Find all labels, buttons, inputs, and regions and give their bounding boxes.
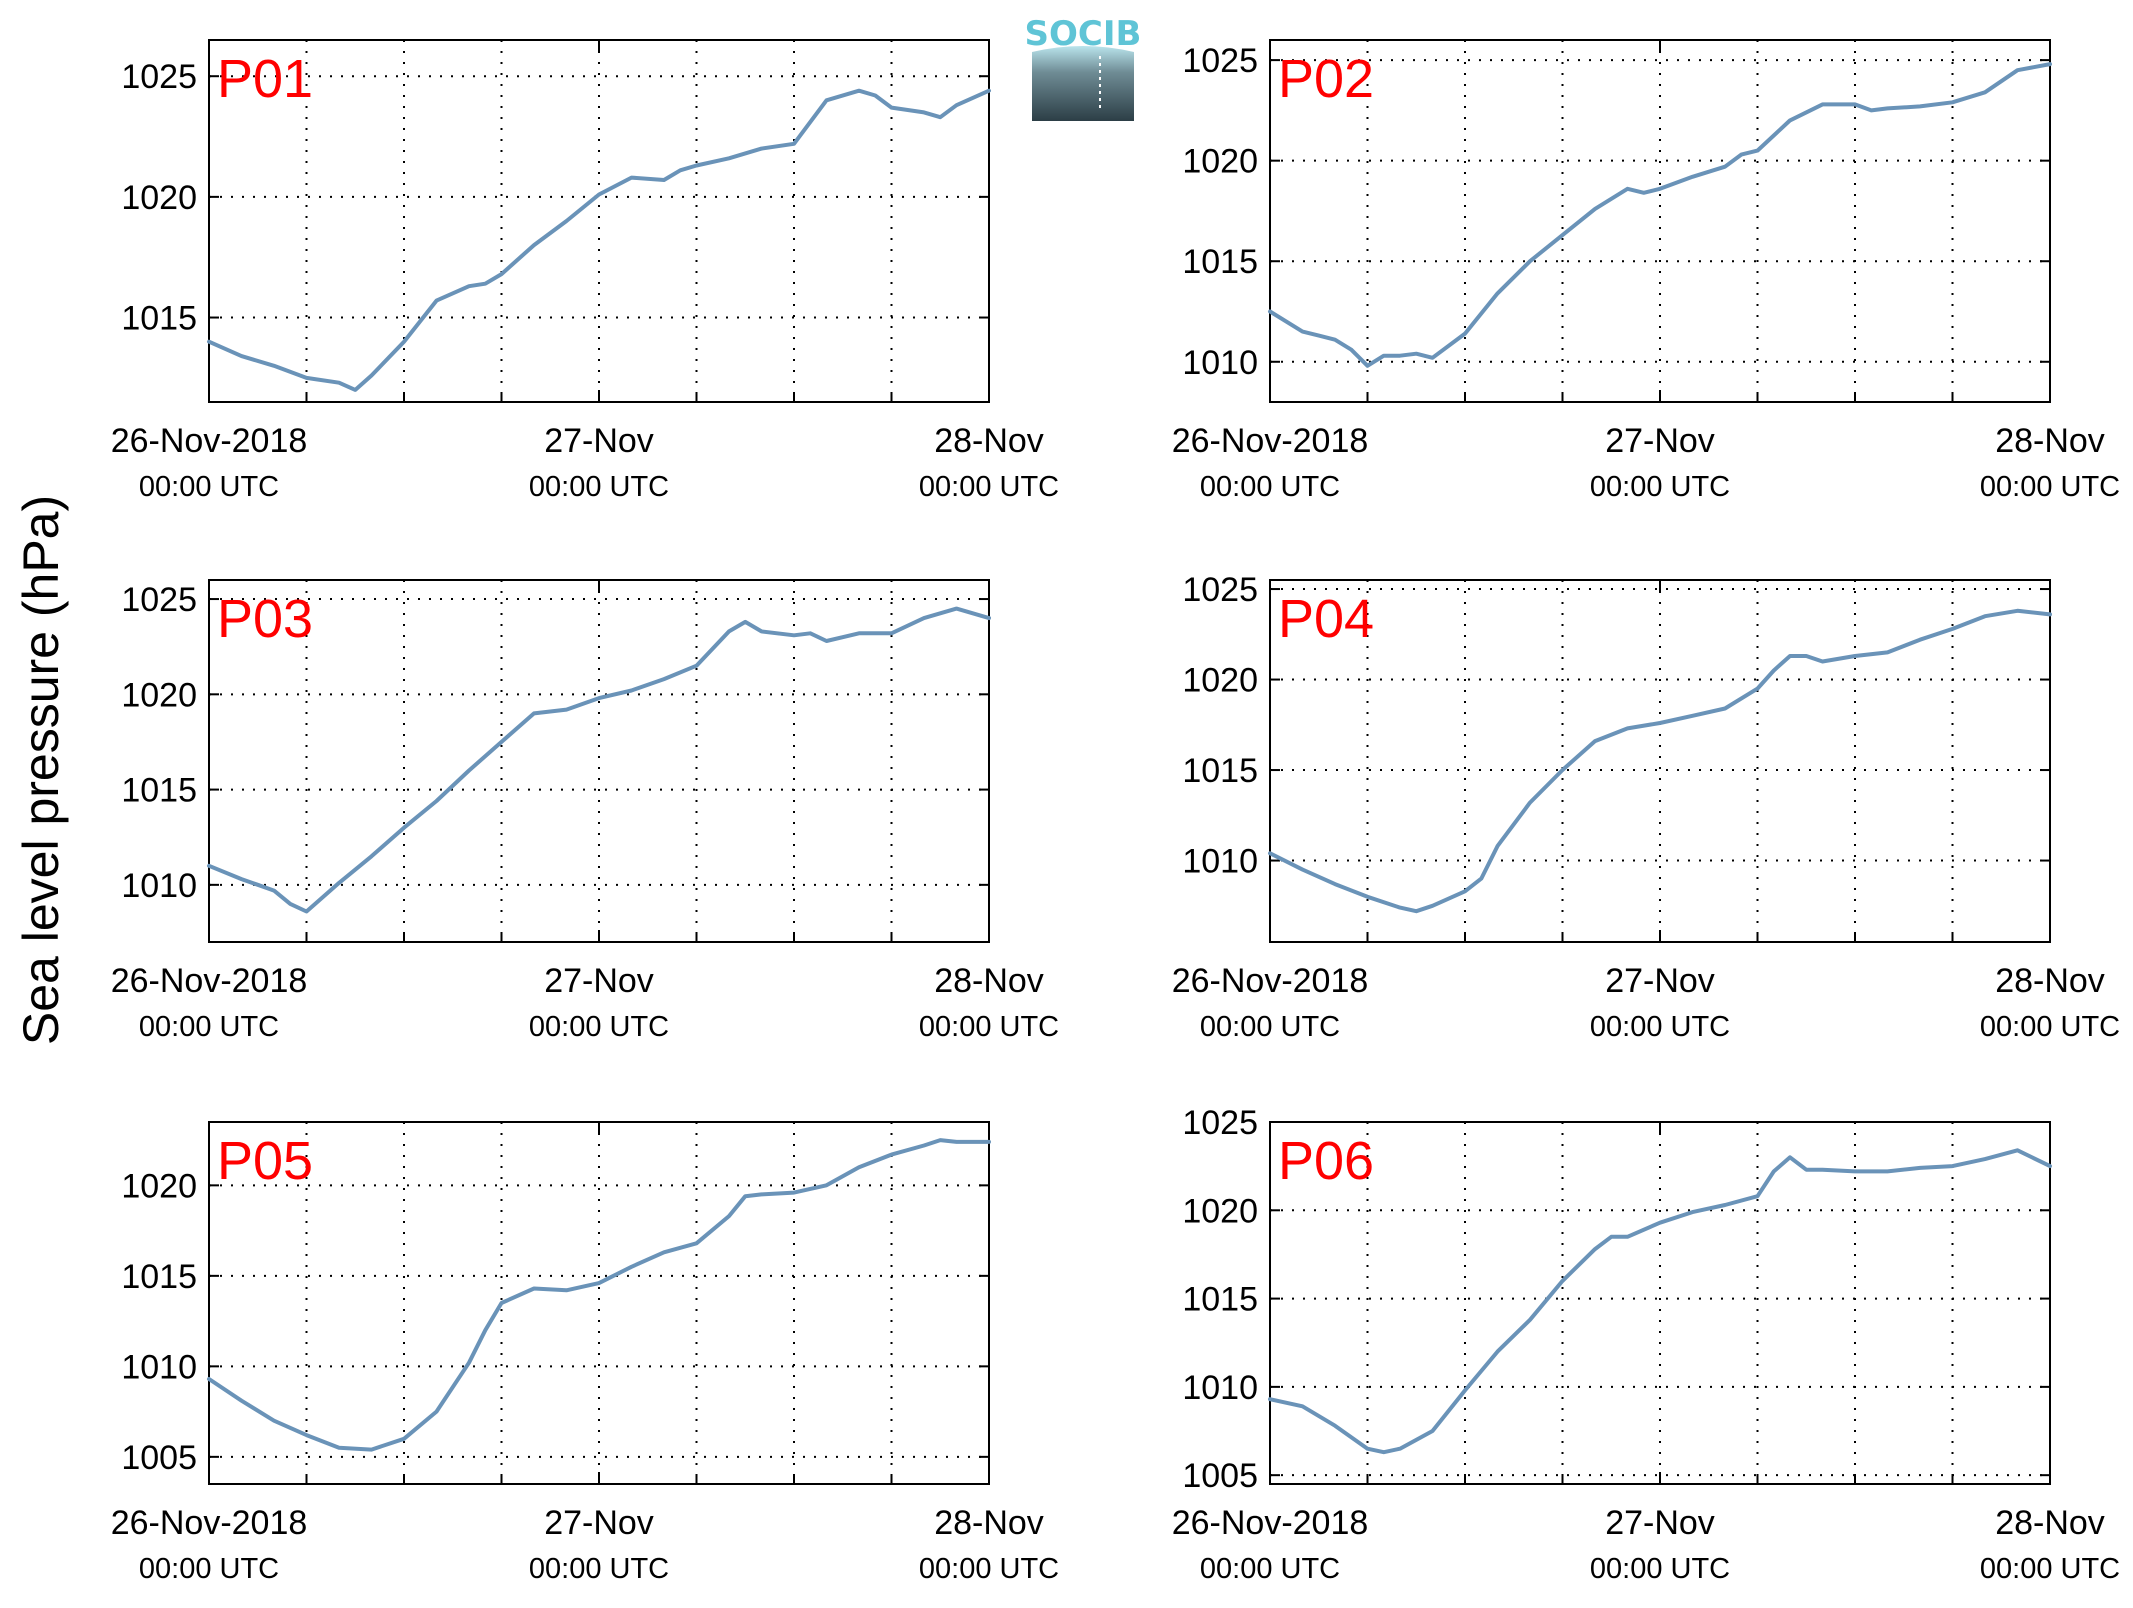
- x-tick-label: 28-Nov: [1995, 1504, 2105, 1542]
- x-tick-sublabel: 00:00 UTC: [529, 1553, 669, 1585]
- socib-logo: SOCIB: [1025, 14, 1141, 121]
- y-tick-label: 1005: [1182, 1457, 1258, 1495]
- x-tick-label: 28-Nov: [934, 422, 1044, 460]
- x-tick-label: 27-Nov: [544, 1504, 654, 1542]
- x-tick-sublabel: 00:00 UTC: [139, 471, 279, 503]
- series-line: [1268, 62, 2052, 368]
- y-tick-label: 1025: [1182, 571, 1258, 609]
- chart-panel-5: 1005 1010 1015 1020 26-Nov-2018 00:00 UTC 27-N…: [111, 1121, 1059, 1585]
- x-tick-sublabel: 00:00 UTC: [1590, 1011, 1730, 1043]
- y-tick-label: 1020: [121, 676, 197, 714]
- x-tick-label: 27-Nov: [544, 962, 654, 1000]
- y-tick-label: 1020: [121, 1167, 197, 1205]
- series-line: [207, 88, 991, 392]
- x-tick-label: 27-Nov: [544, 422, 654, 460]
- y-tick-label: 1010: [1182, 344, 1258, 382]
- chart-panel-2: 1010 1015 1020 1025 26-Nov-2018 00:00 UTC 27-N…: [1172, 39, 2120, 503]
- x-tick-label: 28-Nov: [934, 1504, 1044, 1542]
- x-tick-label: 28-Nov: [934, 962, 1044, 1000]
- axes-frame: [208, 39, 990, 403]
- y-tick-label: 1005: [121, 1439, 197, 1477]
- panel-label: P05: [217, 1131, 313, 1191]
- x-tick-sublabel: 00:00 UTC: [529, 471, 669, 503]
- axes-frame: [1269, 579, 2051, 943]
- series-line: [1268, 608, 2052, 914]
- x-tick-label: 27-Nov: [1605, 1504, 1715, 1542]
- x-tick-label: 26-Nov-2018: [1172, 1504, 1369, 1542]
- x-tick-label: 26-Nov-2018: [111, 962, 308, 1000]
- x-tick-sublabel: 00:00 UTC: [1980, 471, 2120, 503]
- y-tick-label: 1020: [1182, 143, 1258, 181]
- y-tick-label: 1025: [121, 58, 197, 96]
- y-tick-label: 1015: [121, 300, 197, 338]
- x-tick-label: 27-Nov: [1605, 422, 1715, 460]
- socib-logo-shape: [1032, 46, 1134, 121]
- x-tick-sublabel: 00:00 UTC: [1200, 1011, 1340, 1043]
- panel-label: P03: [217, 589, 313, 649]
- panel-label: P06: [1278, 1131, 1374, 1191]
- series-line: [1268, 1148, 2052, 1455]
- x-tick-sublabel: 00:00 UTC: [919, 1011, 1059, 1043]
- y-tick-label: 1025: [121, 581, 197, 619]
- y-tick-label: 1010: [1182, 843, 1258, 881]
- chart-panel-1: 1015 1020 1025 26-Nov-2018 00:00 UTC 27-Nov 00…: [111, 39, 1059, 503]
- axes-frame: [1269, 39, 2051, 403]
- x-tick-sublabel: 00:00 UTC: [1200, 471, 1340, 503]
- x-tick-label: 26-Nov-2018: [1172, 422, 1369, 460]
- x-tick-sublabel: 00:00 UTC: [1590, 1553, 1730, 1585]
- panel-label: P01: [217, 49, 313, 109]
- x-tick-label: 26-Nov-2018: [111, 422, 308, 460]
- x-tick-label: 27-Nov: [1605, 962, 1715, 1000]
- axes-frame: [208, 579, 990, 943]
- y-tick-label: 1010: [1182, 1369, 1258, 1407]
- x-tick-sublabel: 00:00 UTC: [1200, 1553, 1340, 1585]
- x-tick-sublabel: 00:00 UTC: [1980, 1553, 2120, 1585]
- x-tick-label: 26-Nov-2018: [111, 1504, 308, 1542]
- y-tick-label: 1025: [1182, 42, 1258, 80]
- y-tick-label: 1020: [121, 179, 197, 217]
- x-tick-sublabel: 00:00 UTC: [919, 1553, 1059, 1585]
- y-tick-label: 1010: [121, 867, 197, 905]
- x-tick-sublabel: 00:00 UTC: [529, 1011, 669, 1043]
- figure-ylabel: Sea level pressure (hPa): [13, 495, 69, 1045]
- axes-frame: [208, 1121, 990, 1485]
- y-tick-label: 1015: [1182, 243, 1258, 281]
- series-line: [207, 606, 991, 914]
- y-tick-label: 1020: [1182, 1192, 1258, 1230]
- panel-label: P04: [1278, 589, 1374, 649]
- panel-label: P02: [1278, 49, 1374, 109]
- x-tick-sublabel: 00:00 UTC: [139, 1011, 279, 1043]
- chart-panel-6: 1005 1010 1015 1020 1025 26-Nov-2018 00:00 UTC…: [1172, 1104, 2120, 1585]
- axes-frame: [1269, 1121, 2051, 1485]
- x-tick-sublabel: 00:00 UTC: [919, 471, 1059, 503]
- x-tick-label: 28-Nov: [1995, 422, 2105, 460]
- y-tick-label: 1010: [121, 1348, 197, 1386]
- x-tick-sublabel: 00:00 UTC: [1980, 1011, 2120, 1043]
- series-line: [207, 1138, 991, 1452]
- x-tick-label: 26-Nov-2018: [1172, 962, 1369, 1000]
- y-tick-label: 1015: [121, 1258, 197, 1296]
- y-tick-label: 1020: [1182, 662, 1258, 700]
- chart-panel-4: 1010 1015 1020 1025 26-Nov-2018 00:00 UTC 27-N…: [1172, 571, 2120, 1043]
- y-tick-label: 1015: [121, 772, 197, 810]
- x-tick-label: 28-Nov: [1995, 962, 2105, 1000]
- x-tick-sublabel: 00:00 UTC: [1590, 471, 1730, 503]
- x-tick-sublabel: 00:00 UTC: [139, 1553, 279, 1585]
- y-tick-label: 1015: [1182, 1281, 1258, 1319]
- y-tick-label: 1015: [1182, 752, 1258, 790]
- chart-panel-3: 1010 1015 1020 1025 26-Nov-2018 00:00 UTC 27-N…: [111, 579, 1059, 1043]
- y-tick-label: 1025: [1182, 1104, 1258, 1142]
